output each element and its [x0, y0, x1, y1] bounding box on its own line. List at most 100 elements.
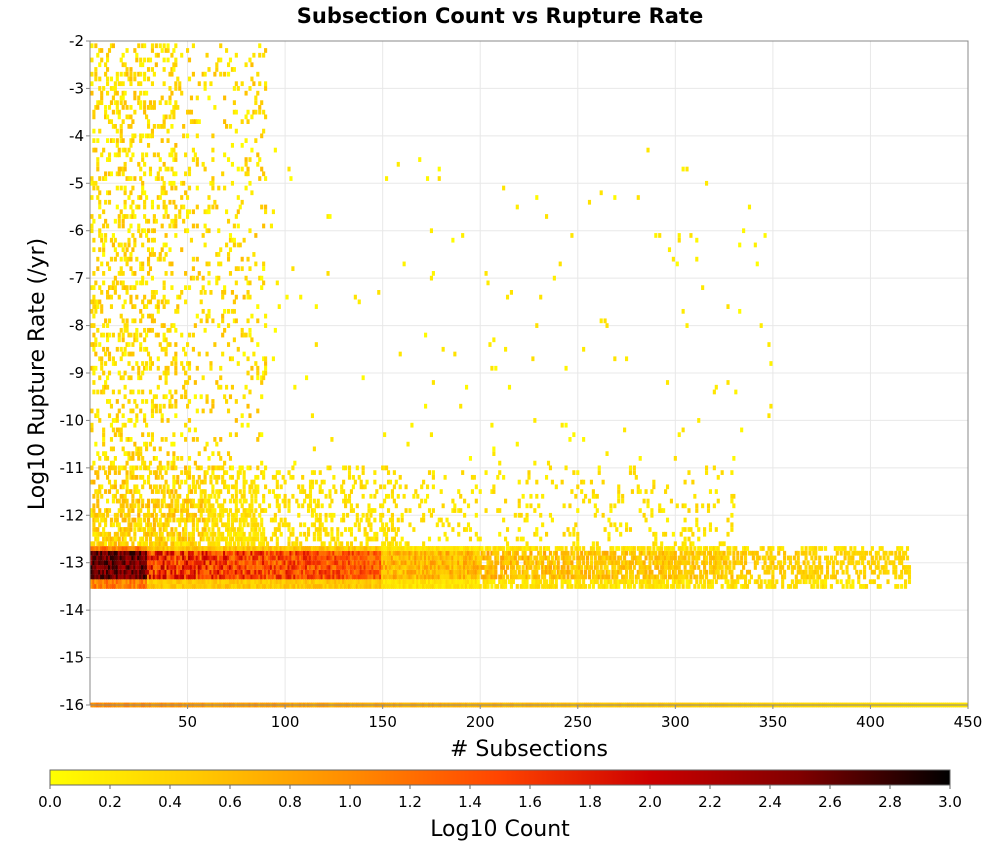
heatmap-cell: [273, 584, 277, 589]
heatmap-cell: [90, 285, 94, 290]
heatmap-cell: [152, 498, 156, 504]
heatmap-cell: [496, 584, 500, 589]
heatmap-cell: [303, 565, 307, 570]
heatmap-cell: [379, 560, 383, 566]
heatmap-cell: [162, 550, 166, 556]
heatmap-cell: [441, 546, 445, 551]
heatmap-cell: [584, 574, 588, 580]
heatmap-cell: [90, 555, 94, 561]
heatmap-cell: [172, 484, 176, 490]
heatmap-cell: [287, 508, 291, 513]
heatmap-cell: [340, 531, 344, 537]
heatmap-cell: [123, 479, 127, 485]
heatmap-cell: [90, 508, 94, 513]
heatmap-cell: [185, 565, 190, 570]
heatmap-cell: [650, 569, 654, 575]
heatmap-cell: [295, 498, 299, 504]
heatmap-cell: [414, 584, 418, 589]
heatmap-cell: [156, 565, 160, 570]
heatmap-cell: [295, 541, 299, 547]
heatmap-cell: [502, 579, 506, 585]
heatmap-cell: [837, 546, 841, 551]
heatmap-cell: [185, 574, 190, 580]
heatmap-cell: [334, 569, 338, 575]
heatmap-cell: [205, 517, 209, 523]
heatmap-cell: [427, 560, 432, 566]
heatmap-cell: [580, 574, 584, 580]
heatmap-cell: [630, 489, 634, 494]
heatmap-cell: [381, 569, 385, 575]
heatmap-cell: [254, 498, 258, 504]
heatmap-cell: [221, 584, 225, 589]
heatmap-cell: [195, 527, 199, 532]
heatmap-cell: [197, 574, 201, 580]
heatmap-cell: [283, 550, 287, 556]
heatmap-cell: [383, 527, 387, 532]
heatmap-cell: [305, 565, 309, 570]
heatmap-cell: [205, 550, 209, 556]
heatmap-cell: [113, 546, 117, 551]
heatmap-cell: [406, 546, 410, 551]
heatmap-cell: [408, 550, 412, 556]
heatmap-cell: [494, 560, 498, 566]
heatmap-cell: [476, 550, 480, 556]
heatmap-cell: [344, 498, 348, 504]
heatmap-cell: [630, 560, 634, 566]
heatmap-cell: [324, 569, 328, 575]
heatmap-cell: [443, 555, 447, 561]
heatmap-cell: [344, 527, 348, 532]
heatmap-cell: [125, 579, 129, 585]
heatmap-cell: [107, 332, 112, 338]
heatmap-cell: [260, 550, 264, 556]
heatmap-cell: [316, 531, 320, 537]
heatmap-cell: [109, 484, 114, 490]
heatmap-cell: [642, 550, 646, 556]
heatmap-cell: [102, 560, 106, 566]
heatmap-cell: [790, 569, 794, 575]
heatmap-cell: [488, 546, 492, 551]
heatmap-cell: [312, 560, 316, 566]
heatmap-cell: [552, 574, 556, 580]
heatmap-cell: [150, 565, 154, 570]
heatmap-cell: [232, 574, 236, 580]
heatmap-cell: [203, 470, 207, 475]
heatmap-cell: [269, 579, 274, 585]
heatmap-cell: [252, 531, 256, 537]
heatmap-cell: [129, 584, 133, 589]
heatmap-cell: [96, 584, 100, 589]
heatmap-cell: [273, 493, 277, 499]
heatmap-cell: [162, 484, 166, 490]
heatmap-cell: [349, 546, 354, 551]
heatmap-cell: [291, 584, 295, 589]
heatmap-cell: [215, 550, 219, 556]
heatmap-cell: [135, 522, 139, 528]
heatmap-cell: [599, 579, 603, 585]
heatmap-cell: [697, 555, 701, 561]
heatmap-cell: [184, 541, 188, 547]
heatmap-cell: [269, 536, 274, 542]
heatmap-cell: [402, 560, 406, 566]
heatmap-cell: [240, 465, 244, 471]
heatmap-cell: [146, 579, 151, 585]
heatmap-cell: [314, 574, 318, 580]
heatmap-cell: [857, 574, 861, 580]
heatmap-cell: [105, 337, 110, 343]
heatmap-cell: [422, 560, 426, 566]
heatmap-cell: [193, 555, 197, 561]
heatmap-cell: [584, 550, 588, 556]
heatmap-cell: [223, 584, 227, 589]
heatmap-cell: [355, 546, 359, 551]
heatmap-cell: [779, 560, 783, 566]
heatmap-cell: [496, 546, 500, 551]
heatmap-cell: [258, 527, 262, 532]
heatmap-cell: [90, 541, 94, 547]
heatmap-cell: [123, 517, 127, 523]
heatmap-cell: [154, 565, 158, 570]
heatmap-cell: [277, 522, 281, 528]
heatmap-cell: [232, 546, 236, 551]
heatmap-cell: [113, 541, 117, 547]
heatmap-cell: [189, 489, 194, 494]
heatmap-cell: [359, 579, 363, 585]
heatmap-cell: [152, 574, 156, 580]
heatmap-cell: [529, 565, 533, 570]
